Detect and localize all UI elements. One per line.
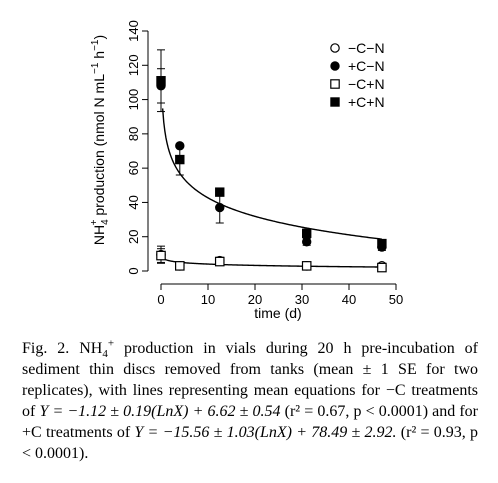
x-tick-label: 0 — [157, 292, 164, 307]
y-axis-label: NH4+ production (nmol N mL−1 h−1) — [89, 35, 111, 245]
figure: 0 10 20 30 40 50 0 20 40 60 80 100 120 140 −C−N +C−N −C… — [89, 20, 403, 321]
x-tick-label: 10 — [201, 292, 215, 307]
x-tick-label: 50 — [389, 292, 403, 307]
x-tick-label: 30 — [295, 292, 309, 307]
data-point — [301, 261, 312, 271]
x-axis-label: time (d) — [254, 305, 301, 321]
data-point — [175, 154, 185, 165]
y-tick-label: 100 — [126, 89, 141, 111]
axes: 0 10 20 30 40 50 0 20 40 60 80 100 120 140 — [126, 20, 403, 307]
data-point — [214, 256, 225, 267]
legend-label: −C−N — [348, 40, 385, 56]
data-point — [215, 202, 225, 213]
legend-label: +C+N — [348, 94, 385, 110]
legend: −C−N +C−N −C+N +C+N — [330, 40, 385, 110]
y-tick-label: 40 — [126, 195, 141, 209]
y-tick-label: 20 — [126, 229, 141, 243]
data-point — [377, 238, 387, 249]
x-tick-label: 20 — [248, 292, 262, 307]
y-tick-label: 120 — [126, 54, 141, 76]
fit-line — [161, 108, 382, 240]
fit-line — [162, 257, 382, 268]
legend-marker — [330, 79, 340, 89]
data-marks — [156, 49, 387, 273]
legend-label: −C+N — [348, 76, 385, 92]
data-point — [175, 261, 185, 271]
data-point — [156, 250, 166, 261]
legend-marker — [330, 43, 340, 53]
y-tick-label: 0 — [126, 267, 141, 274]
y-tick-label: 60 — [126, 161, 141, 175]
fit-lines — [161, 108, 382, 268]
data-point — [156, 76, 166, 86]
figure-caption: Fig. 2. NH4+ production in vials during … — [22, 337, 479, 462]
legend-marker — [330, 61, 340, 71]
legend-marker — [330, 97, 340, 107]
legend-label: +C−N — [348, 58, 385, 74]
data-point — [302, 228, 312, 238]
y-tick-label: 80 — [126, 127, 141, 141]
data-point — [377, 262, 387, 273]
data-point — [215, 187, 225, 197]
x-tick-label: 40 — [342, 292, 356, 307]
data-point — [302, 237, 312, 247]
y-tick-label: 140 — [126, 20, 141, 42]
